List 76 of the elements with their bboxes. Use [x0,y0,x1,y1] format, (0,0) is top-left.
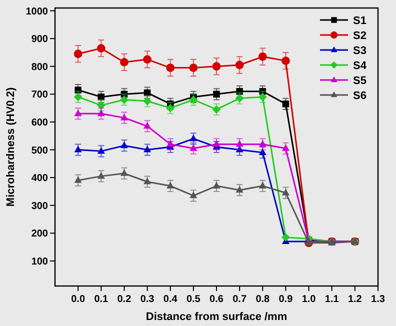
legend-label: S6 [353,90,366,102]
y-tick-label: 400 [31,173,48,184]
y-tick-label: 900 [31,34,48,46]
y-tick-label: 800 [31,62,48,73]
point [74,176,82,183]
point [258,182,266,188]
point [144,122,152,129]
point [144,146,152,152]
point [282,233,290,242]
point [213,90,220,98]
y-tick-label: 500 [31,145,48,156]
x-tick-label: 1.3 [371,294,386,305]
point [258,52,267,61]
x-tick-label: 0.1 [94,294,109,305]
point [189,64,198,72]
point [143,55,152,64]
x-tick-label: 0.3 [140,294,155,305]
point [144,178,152,184]
point [74,109,82,116]
point [282,100,290,108]
point [190,191,198,198]
x-tick-label: 0.5 [186,294,201,305]
point [144,89,151,96]
point [96,44,106,52]
x-tick-label: 0.8 [256,294,270,305]
x-tick-label: 0.0 [71,294,86,305]
x-tick-label: 0.2 [117,294,132,305]
point [166,182,174,188]
point [97,109,105,116]
y-tick-label: 1000 [26,6,48,18]
point [212,62,221,71]
point [166,64,175,72]
point [74,86,82,94]
point [74,146,82,152]
x-axis-title: Distance from surface /mm [146,311,288,323]
y-tick-label: 700 [31,90,48,101]
point [235,60,244,70]
x-tick-label: 0.6 [210,294,224,305]
point [236,88,243,95]
y-tick-label: 200 [31,228,48,240]
point [120,169,128,176]
y-tick-label: 300 [31,200,48,212]
point [212,140,220,147]
x-tick-label: 1.1 [324,294,340,305]
x-tick-label: 1.2 [348,294,362,305]
point [120,141,128,148]
point [74,50,82,58]
point [236,140,244,147]
y-tick-label: 600 [31,117,48,128]
point [258,148,266,156]
point [97,172,105,179]
point [166,140,174,147]
point [236,146,244,152]
x-tick-label: 0.4 [163,294,178,305]
legend-label: S3 [353,45,366,57]
point [120,114,128,120]
legend-label: S4 [353,60,368,72]
x-tick-label: 0.9 [278,294,294,305]
point [282,56,290,66]
point [120,58,128,66]
point [190,134,198,142]
x-tick-label: 1.0 [302,294,316,305]
legend-label: S2 [353,30,366,42]
x-tick-label: 0.7 [232,294,247,305]
point [212,182,220,188]
y-axis-title: Microhardness (HV0.2) [5,87,17,207]
point [258,140,266,147]
y-tick-label: 100 [31,256,48,268]
point [236,186,244,193]
point [282,188,290,196]
point [97,146,105,154]
point [190,144,198,151]
legend-label: S1 [353,15,366,27]
point [98,94,105,100]
point [282,144,290,151]
legend-label: S5 [353,75,366,87]
